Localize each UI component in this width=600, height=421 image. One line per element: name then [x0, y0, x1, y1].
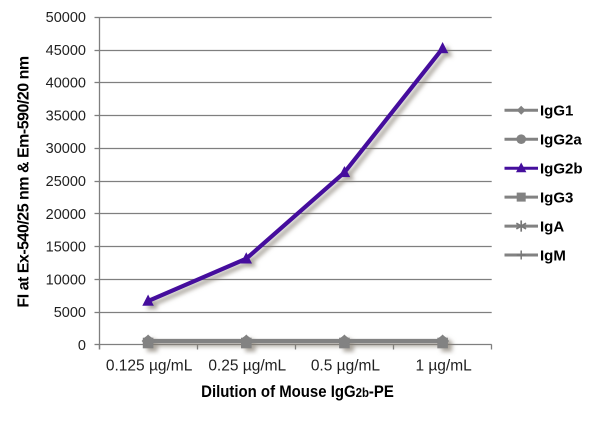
svg-text:IgA: IgA	[540, 218, 564, 235]
svg-text:30000: 30000	[46, 141, 86, 157]
svg-text:Dilution of Mouse IgG2b-PE: Dilution of Mouse IgG2b-PE	[201, 383, 394, 401]
svg-text:0: 0	[78, 338, 86, 354]
svg-text:45000: 45000	[46, 43, 86, 59]
svg-text:IgM: IgM	[540, 247, 566, 264]
svg-text:IgG3: IgG3	[540, 189, 573, 206]
svg-text:25000: 25000	[46, 174, 86, 190]
svg-text:0.25 µg/mL: 0.25 µg/mL	[208, 358, 286, 375]
svg-text:IgG2b: IgG2b	[540, 161, 583, 178]
svg-text:50000: 50000	[46, 10, 86, 26]
svg-text:10000: 10000	[46, 272, 86, 288]
svg-text:0.5 µg/mL: 0.5 µg/mL	[311, 358, 381, 375]
svg-text:FI at Ex-540/25 nm & Em-590/20: FI at Ex-540/25 nm & Em-590/20 nm	[16, 56, 33, 307]
svg-text:0.125 µg/mL: 0.125 µg/mL	[106, 358, 193, 375]
svg-text:20000: 20000	[46, 207, 86, 223]
svg-text:15000: 15000	[46, 240, 86, 256]
svg-text:40000: 40000	[46, 76, 86, 92]
svg-text:1 µg/mL: 1 µg/mL	[415, 358, 472, 375]
svg-text:IgG2a: IgG2a	[540, 132, 582, 149]
svg-text:35000: 35000	[46, 108, 86, 124]
svg-text:5000: 5000	[54, 305, 86, 321]
svg-text:IgG1: IgG1	[540, 103, 573, 120]
